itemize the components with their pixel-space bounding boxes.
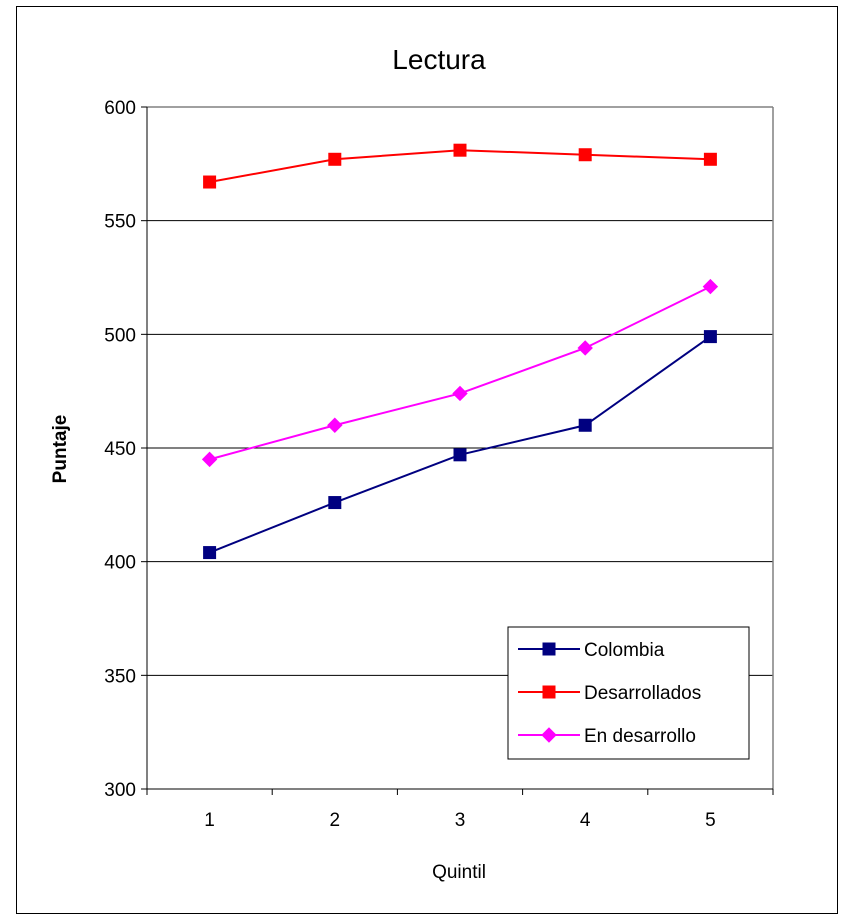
legend-marker: [541, 727, 557, 743]
y-tick-label: 500: [104, 325, 136, 346]
legend-label: En desarrollo: [584, 726, 696, 747]
y-tick-label: 550: [104, 212, 136, 233]
legend-label: Desarrollados: [584, 683, 701, 704]
x-tick-label: 3: [455, 810, 466, 831]
data-point: [203, 175, 217, 189]
data-point: [703, 330, 717, 344]
data-point: [328, 152, 342, 166]
data-point: [702, 278, 719, 295]
data-point: [201, 451, 218, 468]
legend: Colombia Desarrollados En desarrollo: [507, 626, 750, 760]
x-tick-label: 2: [330, 810, 341, 831]
data-point: [452, 385, 468, 402]
y-axis-label: Puntaje: [50, 415, 71, 484]
legend-item: Colombia: [518, 640, 665, 661]
y-tick-label: 300: [104, 780, 136, 801]
y-tick-label: 400: [104, 553, 136, 574]
legend-item: En desarrollo: [518, 726, 696, 747]
chart-title: Lectura: [392, 44, 486, 75]
data-point: [577, 340, 593, 356]
series-colombia: [203, 330, 717, 560]
x-tick-label: 4: [580, 810, 591, 831]
data-point: [578, 148, 592, 162]
x-tick-label: 5: [705, 810, 716, 831]
data-point: [327, 417, 343, 433]
data-point: [328, 496, 342, 510]
data-point: [453, 448, 467, 462]
legend-marker: [542, 642, 556, 656]
data-point: [703, 152, 717, 166]
y-tick-label: 450: [104, 439, 136, 460]
series-desarrollados: [203, 143, 717, 189]
plot-area: 300 350 400 450 500 550 600 1 2 3 4 5 Colombia Desarr…: [104, 98, 774, 831]
y-tick-label: 350: [104, 666, 136, 687]
legend-marker: [542, 685, 556, 699]
x-axis-label: Quintil: [432, 862, 486, 883]
x-tick-label: 1: [204, 810, 215, 831]
data-point: [453, 143, 467, 157]
data-point: [578, 418, 592, 432]
y-tick-label: 600: [104, 98, 136, 119]
series-en-desarrollo: [201, 278, 719, 468]
legend-label: Colombia: [584, 640, 665, 661]
legend-item: Desarrollados: [518, 683, 701, 704]
data-point: [203, 546, 217, 560]
